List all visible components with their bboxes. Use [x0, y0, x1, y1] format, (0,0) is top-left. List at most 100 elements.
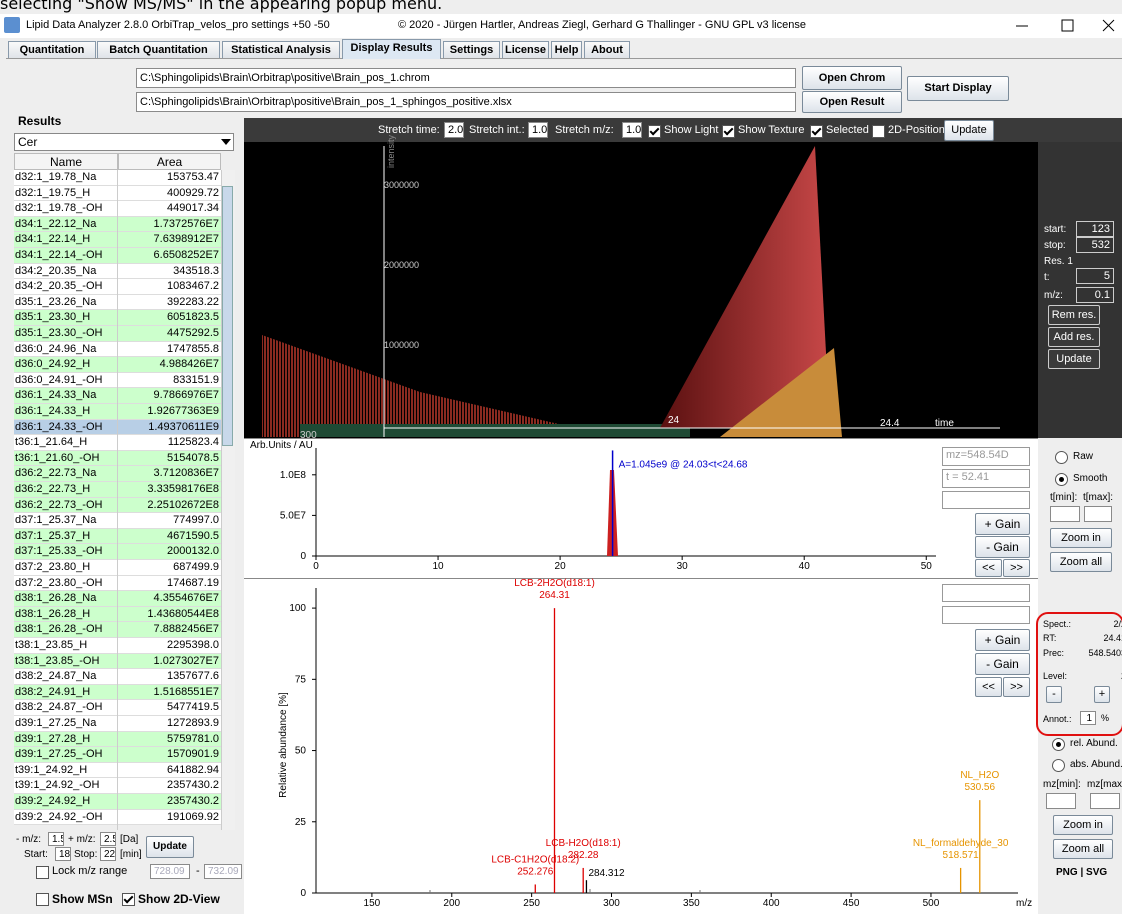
text-field[interactable]: 732.09 — [204, 864, 242, 879]
button[interactable]: >> — [1003, 677, 1030, 697]
text-field[interactable] — [942, 491, 1030, 509]
cell-name: d36:0_24.96_Na — [15, 342, 97, 355]
text-field[interactable] — [942, 584, 1030, 602]
text-field[interactable]: 5 — [1076, 268, 1114, 284]
text-field[interactable] — [1050, 506, 1080, 522]
button[interactable]: Zoom in — [1053, 815, 1113, 835]
button[interactable]: + — [1094, 686, 1110, 703]
x-tick-label: 200 — [443, 898, 460, 909]
cell-area: 1.7372576E7 — [153, 217, 219, 230]
tab[interactable]: License — [502, 41, 549, 58]
tab[interactable]: Quantitation — [8, 41, 96, 58]
text-field[interactable]: 532 — [1076, 237, 1114, 253]
checkbox[interactable] — [648, 125, 661, 138]
text-field[interactable]: 1.0 — [528, 122, 548, 138]
text-field[interactable]: t = 52.41 — [942, 469, 1030, 488]
text-field[interactable]: 1.5 — [48, 832, 64, 846]
cell-name: d39:1_27.28_H — [15, 732, 91, 745]
button[interactable]: Update — [146, 836, 194, 858]
radio[interactable] — [1055, 451, 1068, 464]
cell-name: d36:0_24.92_H — [15, 358, 91, 371]
button[interactable]: Open Result — [802, 91, 902, 113]
text-field[interactable]: 2.0 — [444, 122, 464, 138]
button[interactable]: << — [975, 559, 1002, 577]
text-field[interactable]: 123 — [1076, 221, 1114, 237]
button[interactable]: Rem res. — [1048, 305, 1100, 325]
radio[interactable] — [1052, 759, 1065, 772]
button[interactable]: Zoom in — [1050, 528, 1112, 548]
cell-area: 4.3554676E7 — [153, 592, 219, 605]
checkbox[interactable] — [36, 866, 49, 879]
label: stop: — [1044, 240, 1066, 251]
label: 2 — [1070, 671, 1122, 681]
text-field[interactable]: 22 — [100, 847, 116, 861]
text-field[interactable]: 2.5 — [100, 832, 116, 846]
tab[interactable]: Help — [551, 41, 582, 58]
label: t[min]: — [1050, 492, 1078, 503]
label: 2/2 — [1113, 619, 1122, 629]
cell-area: 7.8882456E7 — [153, 623, 219, 636]
text-field[interactable]: 1.0 — [622, 122, 642, 138]
button[interactable]: Update — [944, 120, 994, 141]
tab[interactable]: Settings — [443, 41, 500, 58]
button[interactable]: - Gain — [975, 653, 1030, 675]
text-field[interactable]: C:\Sphingolipids\Brain\Orbitrap\positive… — [136, 68, 796, 88]
button[interactable]: Start Display — [907, 76, 1009, 101]
button[interactable]: Zoom all — [1050, 552, 1112, 572]
label: mz[max]: — [1087, 779, 1122, 790]
checkbox[interactable] — [36, 893, 49, 906]
text-field[interactable]: 728.09 — [150, 864, 190, 879]
cell-area: 833151.9 — [173, 373, 219, 386]
cell-name: d36:1_24.33_H — [15, 405, 91, 417]
button[interactable]: Add res. — [1048, 327, 1100, 347]
tab[interactable]: About — [584, 41, 630, 58]
check-mark — [723, 125, 734, 136]
text-field[interactable] — [942, 606, 1030, 624]
tab[interactable]: Display Results — [342, 39, 441, 59]
text-field[interactable]: 18 — [55, 847, 71, 861]
peak-annotation: A=1.045e9 @ 24.03<t<24.68 — [619, 459, 748, 470]
text-field[interactable] — [1090, 793, 1120, 809]
checkbox[interactable] — [122, 893, 135, 906]
button[interactable]: Zoom all — [1053, 839, 1113, 859]
label: 24.41 — [1103, 633, 1122, 643]
button[interactable]: Open Chrom — [802, 66, 902, 90]
button[interactable]: - Gain — [975, 536, 1030, 558]
checkbox[interactable] — [722, 125, 735, 138]
button[interactable]: - — [1046, 686, 1062, 703]
view3d-shapes — [262, 146, 1000, 437]
button[interactable]: << — [975, 677, 1002, 697]
cell-area: 1357677.6 — [167, 670, 219, 683]
y-tick-label: 100 — [289, 603, 306, 614]
text-field[interactable]: 1 — [1080, 711, 1096, 725]
button[interactable]: + Gain — [975, 513, 1030, 535]
label: Start: — [24, 849, 48, 860]
button[interactable]: + Gain — [975, 629, 1030, 651]
tab[interactable]: Statistical Analysis — [222, 41, 340, 58]
button[interactable]: >> — [1003, 559, 1030, 577]
cell-name: d37:1_25.37_Na — [15, 514, 97, 527]
cell-name: d36:2_22.73_Na — [15, 467, 97, 480]
text-field[interactable]: C:\Sphingolipids\Brain\Orbitrap\positive… — [136, 92, 796, 112]
radio[interactable] — [1055, 473, 1068, 486]
combo-box[interactable]: Cer — [14, 133, 234, 151]
cell-name: t38:1_23.85_-OH — [15, 654, 100, 667]
label: t: — [1044, 272, 1050, 283]
radio[interactable] — [1052, 738, 1065, 751]
tab[interactable]: Batch Quantitation — [97, 41, 220, 58]
checkbox[interactable] — [872, 125, 885, 138]
cell-area: 1125823.4 — [167, 436, 219, 449]
label: © 2020 - Jürgen Hartler, Andreas Ziegl, … — [398, 19, 806, 31]
text-field[interactable]: mz=548.54D — [942, 447, 1030, 466]
label: [Da] — [120, 834, 139, 845]
cell-name: d38:1_26.28_H — [15, 607, 91, 620]
cell-name: d34:1_22.14_H — [15, 233, 91, 246]
x-tick-label: 150 — [364, 898, 381, 909]
cell-name: d39:2_24.92_-OH — [15, 810, 103, 823]
text-field[interactable] — [1084, 506, 1112, 522]
button[interactable]: Update — [1048, 349, 1100, 369]
text-field[interactable]: 0.1 — [1076, 287, 1114, 303]
text-field[interactable] — [1046, 793, 1076, 809]
checkbox[interactable] — [810, 125, 823, 138]
spectrum-panel — [244, 578, 1038, 914]
